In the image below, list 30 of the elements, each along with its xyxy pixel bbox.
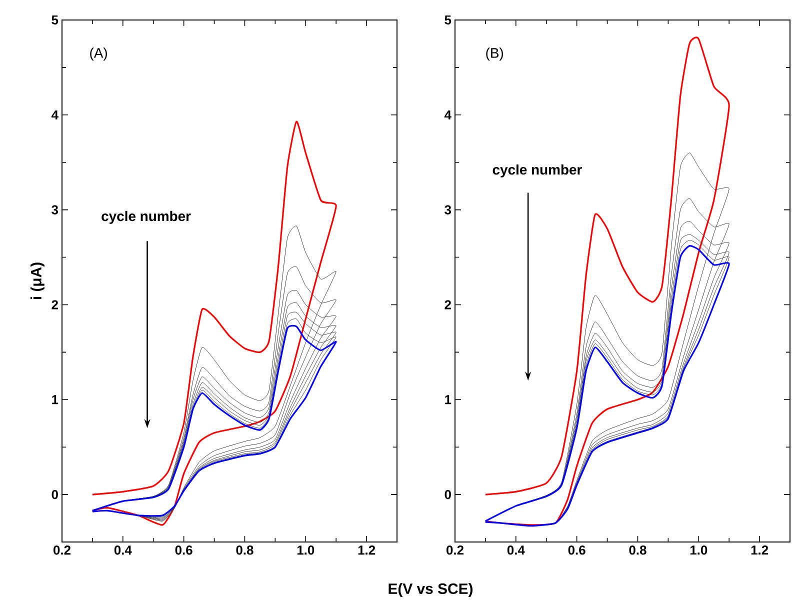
x-tick-label: 1.0 — [690, 546, 708, 555]
y-tick-label: 1 — [445, 395, 452, 404]
x-tick-label: 0.4 — [507, 546, 525, 555]
x-axis-title: E(V vs SCE) — [388, 583, 473, 597]
x-tick-label: 0.2 — [446, 546, 464, 555]
x-tick-label: 0.8 — [236, 546, 254, 555]
y-tick-label: 0 — [444, 490, 451, 500]
annotation: (B) — [486, 48, 504, 61]
y-tick-label: 3 — [444, 205, 452, 214]
y-tick-label: 3 — [52, 205, 58, 214]
x-tick-label: 0.4 — [114, 546, 132, 555]
annotation: cycle number — [492, 164, 582, 178]
y-tick-label: 5 — [444, 15, 452, 25]
y-tick-label: 4 — [444, 110, 452, 120]
annotation: cycle number — [102, 210, 191, 224]
annotation: (A) — [90, 48, 107, 61]
x-tick-label: 0.8 — [629, 546, 646, 555]
x-tick-label: 1.2 — [358, 546, 376, 555]
y-tick-label: 1 — [52, 395, 58, 404]
y-tick-label: 0 — [52, 490, 58, 500]
x-tick-label: 0.6 — [568, 546, 586, 555]
y-axis-title: i (μA) — [30, 262, 44, 300]
y-tick-label: 4 — [51, 110, 58, 120]
y-tick-label: 2 — [52, 300, 58, 310]
x-tick-label: 1.0 — [297, 546, 314, 555]
x-tick-label: 1.2 — [751, 546, 768, 555]
y-tick-label: 5 — [52, 15, 58, 25]
y-tick-label: 2 — [444, 300, 451, 310]
x-tick-label: 0.2 — [54, 546, 70, 555]
x-tick-label: 0.6 — [175, 546, 192, 555]
